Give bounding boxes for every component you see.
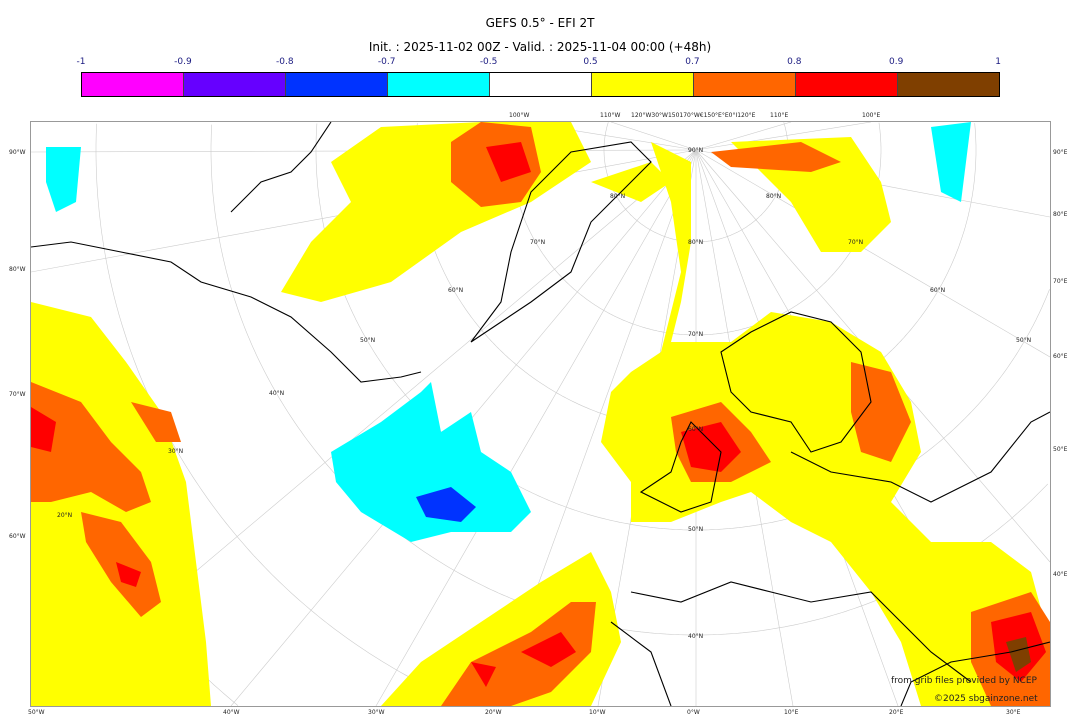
coastlines bbox=[31, 122, 1050, 706]
lat-label: 50°N bbox=[688, 526, 704, 533]
lat-label: 60°N bbox=[448, 287, 464, 294]
lon-label-right: 60°E bbox=[1053, 353, 1068, 360]
colorbar-segment bbox=[286, 73, 388, 96]
source-credit: from grib files provided by NCEP bbox=[891, 676, 1037, 686]
lon-label-bottom: 30°E bbox=[1006, 709, 1021, 716]
efi-blue-areas bbox=[416, 487, 476, 522]
colorbar-tick: -0.9 bbox=[174, 57, 192, 67]
copyright: ©2025 sbgainzone.net bbox=[934, 694, 1038, 704]
lat-label: 50°N bbox=[1016, 337, 1032, 344]
efi-brown-areas bbox=[1006, 637, 1031, 672]
colorbar-segment bbox=[184, 73, 286, 96]
lon-label-right: 50°E bbox=[1053, 446, 1068, 453]
lon-label-left: 60°W bbox=[9, 533, 26, 540]
lat-label: 80°N bbox=[688, 239, 704, 246]
lat-label: 70°N bbox=[848, 239, 864, 246]
lon-label-bottom: 30°W bbox=[368, 709, 385, 716]
colorbar-segment bbox=[694, 73, 796, 96]
lat-label: 40°N bbox=[269, 390, 285, 397]
lat-label: 70°N bbox=[688, 331, 704, 338]
lon-label-right: 70°E bbox=[1053, 278, 1068, 285]
lon-label-bottom: 40°W bbox=[223, 709, 240, 716]
lon-label-bottom: 10°E bbox=[784, 709, 799, 716]
lon-label-bottom: 50°W bbox=[28, 709, 45, 716]
lat-label: 50°N bbox=[360, 337, 376, 344]
lon-label-right: 90°E bbox=[1053, 149, 1068, 156]
colorbar-tick: -1 bbox=[76, 57, 86, 67]
lat-label: 40°N bbox=[688, 633, 704, 640]
colorbar-tick: 0.7 bbox=[685, 57, 700, 67]
lat-label: 80°N bbox=[766, 193, 782, 200]
colorbar-segment bbox=[490, 73, 592, 96]
colorbar-segment bbox=[898, 73, 999, 96]
latitude-circle bbox=[878, 122, 882, 150]
latitude-circle bbox=[974, 123, 977, 150]
colorbar-tick: -0.5 bbox=[479, 57, 498, 67]
lon-label-bottom: 20°E bbox=[889, 709, 904, 716]
colorbar-segment bbox=[796, 73, 898, 96]
lon-label-left: 90°W bbox=[9, 149, 26, 156]
colorbar-tick: 1 bbox=[995, 57, 1001, 67]
lat-label: 90°N bbox=[688, 147, 704, 154]
lat-label: 60°N bbox=[688, 426, 704, 433]
colorbar-tick: 0.5 bbox=[583, 57, 598, 67]
lon-label-bottom: 10°W bbox=[589, 709, 606, 716]
colorbar-tick: -0.7 bbox=[377, 57, 396, 67]
lat-label: 70°N bbox=[530, 239, 546, 246]
colorbar-segment bbox=[82, 73, 184, 96]
lon-label-right: 40°E bbox=[1053, 571, 1068, 578]
colorbar-tick: 0.8 bbox=[787, 57, 802, 67]
map-area: 90°N 80°N 70°N 60°N 50°N 40°N 80°N 70°N 60°N 50°N… bbox=[30, 121, 1051, 707]
lon-label-bottom: 0°W bbox=[687, 709, 700, 716]
lat-label: 60°N bbox=[930, 287, 946, 294]
colorbar-segment bbox=[592, 73, 694, 96]
lon-label-top: 100°W bbox=[509, 112, 530, 119]
colorbar-tick: 0.9 bbox=[889, 57, 904, 67]
lon-label-right: 80°E bbox=[1053, 211, 1068, 218]
latitude-circle bbox=[95, 123, 467, 705]
lon-label-top: 100°E bbox=[862, 112, 881, 119]
lon-label-left: 80°W bbox=[9, 266, 26, 273]
efi-red-areas bbox=[31, 142, 1046, 687]
lat-label: 20°N bbox=[57, 512, 73, 519]
efi-cyan-areas bbox=[46, 122, 971, 542]
lon-label-left: 70°W bbox=[9, 391, 26, 398]
lon-label-top: 120°W30°W150170°W€150°E°E0°I120°E bbox=[631, 112, 756, 119]
lon-label-top: 110°E bbox=[770, 112, 789, 119]
lat-label: 80°N bbox=[610, 193, 626, 200]
colorbar bbox=[81, 72, 1000, 97]
latitude-circle bbox=[315, 123, 1050, 531]
lon-label-bottom: 20°W bbox=[485, 709, 502, 716]
efi-map bbox=[31, 122, 1050, 706]
lat-label: 30°N bbox=[168, 448, 184, 455]
colorbar-tick: -0.8 bbox=[276, 57, 294, 67]
map-title: GEFS 0.5° - EFI 2T bbox=[485, 16, 595, 30]
map-subtitle: Init. : 2025-11-02 00Z - Valid. : 2025-1… bbox=[368, 40, 712, 54]
colorbar-segment bbox=[388, 73, 490, 96]
lon-label-top: 110°W bbox=[600, 112, 621, 119]
graticule bbox=[31, 122, 1050, 706]
